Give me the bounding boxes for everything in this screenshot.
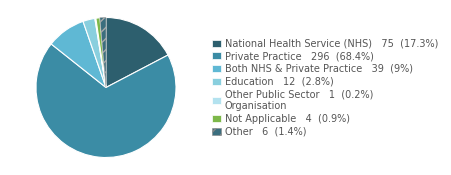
Wedge shape — [83, 18, 106, 88]
Wedge shape — [96, 18, 106, 88]
Wedge shape — [51, 21, 106, 88]
Wedge shape — [95, 18, 106, 88]
Wedge shape — [36, 44, 176, 158]
Legend: National Health Service (NHS)   75  (17.3%), Private Practice   296  (68.4%), Bo: National Health Service (NHS) 75 (17.3%)… — [212, 38, 438, 136]
Wedge shape — [100, 18, 106, 88]
Wedge shape — [106, 18, 168, 88]
